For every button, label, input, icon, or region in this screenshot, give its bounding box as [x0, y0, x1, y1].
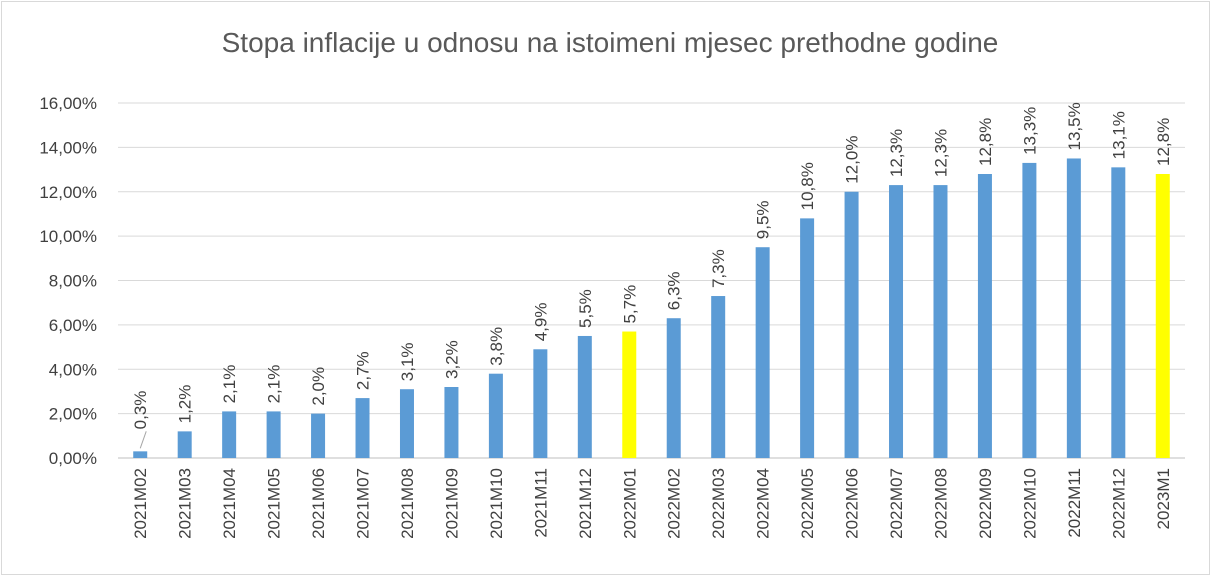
data-label: 2,1% [265, 365, 284, 404]
data-label: 12,8% [1154, 118, 1173, 166]
data-label: 7,3% [709, 249, 728, 288]
bar [800, 218, 815, 458]
data-label: 0,3% [131, 391, 150, 430]
y-tick-label: 4,00% [49, 360, 97, 379]
x-tick-label: 2022M11 [1065, 468, 1084, 538]
bar [533, 349, 548, 458]
bar [355, 398, 370, 458]
bar [977, 174, 992, 458]
x-tick-label: 2021M04 [220, 468, 239, 539]
leader-line [139, 431, 147, 449]
data-label: 1,2% [176, 385, 195, 424]
data-label: 9,5% [754, 200, 773, 239]
y-tick-label: 8,00% [49, 272, 97, 291]
x-tick-label: 2022M05 [798, 468, 817, 539]
x-tick-label: 2022M09 [976, 468, 995, 539]
data-label: 12,3% [887, 129, 906, 177]
bar [222, 411, 237, 458]
data-label: 2,7% [354, 351, 373, 390]
x-tick-label: 2022M07 [887, 468, 906, 539]
bar [1066, 158, 1081, 458]
data-label: 13,5% [1065, 102, 1084, 150]
bar [844, 191, 859, 458]
x-tick-label: 2023M1 [1154, 468, 1173, 529]
x-tick-label: 2021M08 [398, 468, 417, 539]
bar [444, 387, 459, 458]
y-tick-label: 16,00% [39, 94, 97, 113]
data-label: 6,3% [665, 271, 684, 310]
bar [266, 411, 281, 458]
data-label: 2,0% [309, 367, 328, 406]
x-tick-label: 2021M06 [309, 468, 328, 539]
bar [666, 318, 681, 458]
bar [933, 185, 948, 458]
x-tick-label: 2022M04 [754, 468, 773, 539]
bar [889, 185, 904, 458]
data-label: 3,2% [442, 340, 461, 379]
data-label: 13,3% [1020, 107, 1039, 155]
data-label: 3,8% [487, 327, 506, 366]
bar [755, 247, 770, 458]
bar [711, 296, 726, 458]
x-tick-label: 2022M01 [620, 468, 639, 539]
bar [1022, 162, 1037, 458]
y-tick-label: 14,00% [39, 138, 97, 157]
bar [488, 373, 503, 458]
x-tick-label: 2022M08 [931, 468, 950, 539]
y-tick-label: 6,00% [49, 316, 97, 335]
x-tick-label: 2021M02 [131, 468, 150, 539]
data-label: 2,1% [220, 365, 239, 404]
x-tick-label: 2022M03 [709, 468, 728, 539]
data-label: 10,8% [798, 162, 817, 210]
bar [1155, 174, 1170, 458]
data-label: 13,1% [1109, 111, 1128, 159]
y-tick-label: 2,00% [49, 405, 97, 424]
data-label: 12,3% [931, 129, 950, 177]
data-label: 12,0% [843, 136, 862, 184]
bar [399, 389, 414, 458]
bar [133, 451, 148, 458]
data-label: 12,8% [976, 118, 995, 166]
y-tick-label: 12,00% [39, 183, 97, 202]
bar [177, 431, 192, 458]
y-tick-label: 0,00% [49, 449, 97, 468]
x-tick-label: 2022M02 [665, 468, 684, 539]
x-tick-label: 2021M11 [531, 468, 550, 538]
bar [311, 413, 326, 458]
data-label: 5,7% [620, 285, 639, 324]
x-tick-label: 2021M09 [442, 468, 461, 539]
x-tick-label: 2022M12 [1109, 468, 1128, 539]
bar [622, 331, 637, 458]
data-label: 5,5% [576, 289, 595, 328]
x-tick-label: 2021M05 [265, 468, 284, 539]
bar [1111, 167, 1126, 458]
chart-title: Stopa inflacije u odnosu na istoimeni mj… [222, 27, 999, 58]
y-tick-label: 10,00% [39, 227, 97, 246]
data-label: 4,9% [531, 303, 550, 342]
x-tick-label: 2021M07 [354, 468, 373, 539]
x-tick-label: 2022M06 [843, 468, 862, 539]
bar [577, 335, 592, 458]
x-tick-label: 2021M03 [176, 468, 195, 539]
x-tick-label: 2021M10 [487, 468, 506, 539]
x-tick-label: 2022M10 [1020, 468, 1039, 539]
x-tick-label: 2021M12 [576, 468, 595, 539]
data-label: 3,1% [398, 342, 417, 381]
